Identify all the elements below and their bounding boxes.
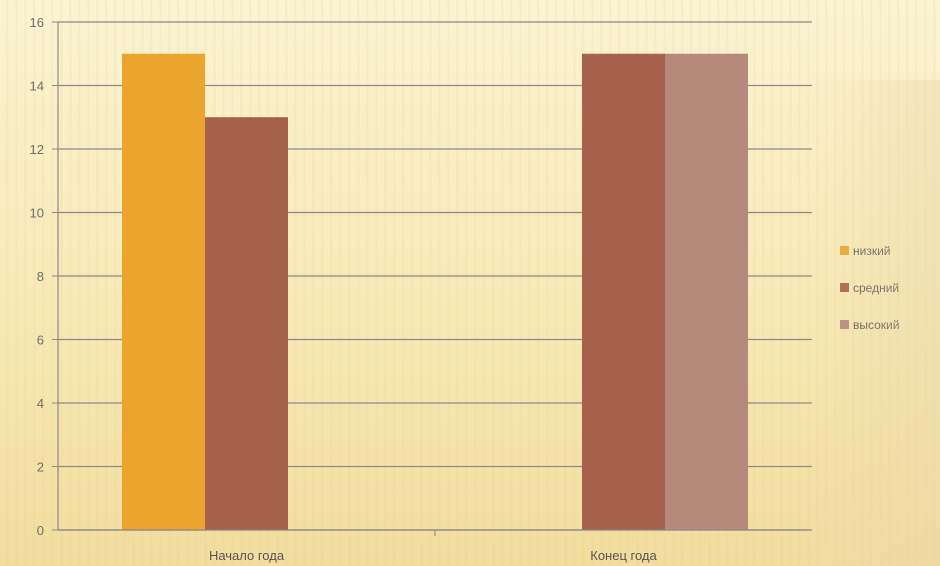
y-tick-label-16: 16 <box>30 15 44 30</box>
legend-swatch-высокий <box>840 320 849 329</box>
legend-swatch-низкий <box>840 246 849 255</box>
y-tick-label-0: 0 <box>37 523 44 538</box>
bar-средний-0 <box>205 117 288 530</box>
legend-label-низкий: низкий <box>853 244 891 258</box>
x-category-label-0: Начало года <box>209 548 285 563</box>
legend-swatch-средний <box>840 283 849 292</box>
y-tick-label-8: 8 <box>37 269 44 284</box>
y-tick-label-14: 14 <box>30 79 44 94</box>
bar-низкий-0 <box>122 53 205 530</box>
y-tick-label-2: 2 <box>37 460 44 475</box>
y-tick-label-12: 12 <box>30 142 44 157</box>
y-tick-label-10: 10 <box>30 206 44 221</box>
y-tick-label-6: 6 <box>37 333 44 348</box>
legend-label-высокий: высокий <box>853 318 899 332</box>
bar-средний-1 <box>582 53 665 530</box>
y-tick-label-4: 4 <box>37 396 44 411</box>
legend-label-средний: средний <box>853 281 899 295</box>
x-category-label-1: Конец года <box>590 548 657 563</box>
bar-высокий-1 <box>665 53 748 530</box>
